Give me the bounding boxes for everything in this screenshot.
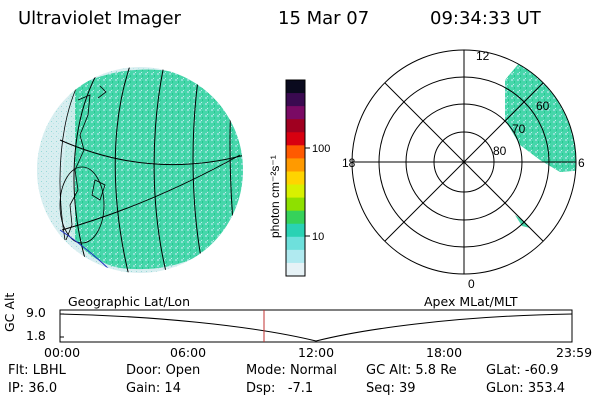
colorbar-tick-10: 10 [312, 231, 324, 243]
mlt-label-18: 18 [342, 156, 356, 170]
mlt-label-6: 6 [578, 156, 585, 170]
xtick-12: 12:00 [298, 345, 335, 360]
colorbar-step [286, 145, 305, 159]
mlt-label-12: 12 [476, 49, 490, 63]
colorbar-step [286, 171, 305, 186]
mlat-label-80: 80 [493, 144, 507, 158]
colorbar-step [286, 236, 305, 251]
altitude-ytick-9: 9.0 [26, 305, 46, 320]
altitude-plot [59, 309, 573, 343]
polar-grid [351, 49, 577, 275]
door-field: Door: Open [126, 363, 201, 378]
altitude-curve [59, 313, 573, 342]
ip-field: IP: 36.0 [8, 381, 58, 396]
gain-field: Gain: 14 [126, 381, 181, 396]
time-label: 09:34:33 UT [430, 8, 541, 29]
glon-field: GLon: 353.4 [486, 381, 566, 396]
xtick-18: 18:00 [426, 345, 463, 360]
altitude-ylabel: GC Alt [2, 292, 17, 332]
colorbar-frame [285, 79, 306, 277]
colorbar-step [286, 197, 305, 212]
flt-field: Flt: LBHL [8, 363, 66, 378]
xtick-00: 00:00 [44, 345, 81, 360]
mlat-label-70: 70 [512, 122, 526, 136]
xtick-2359: 23:59 [556, 345, 593, 360]
colorbar-step [286, 80, 305, 94]
geographic-caption: Geographic Lat/Lon [68, 294, 190, 309]
mode-field: Mode: Normal [246, 363, 337, 378]
colorbar-step [286, 106, 305, 120]
colorbar-step [286, 132, 305, 146]
colorbar-step [286, 119, 305, 133]
colorbar-unit: photon cm⁻²s⁻¹ [268, 155, 282, 238]
xtick-06: 06:00 [170, 345, 207, 360]
colorbar-step [286, 223, 305, 238]
aurora-emission [60, 69, 243, 270]
instrument-title: Ultraviolet Imager [18, 8, 181, 29]
mlt-label-0: 0 [468, 277, 475, 291]
colorbar-step [286, 93, 305, 107]
colorbar-step [286, 184, 305, 199]
date-label: 15 Mar 07 [278, 8, 370, 29]
apex-caption: Apex MLat/MLT [424, 294, 518, 309]
mlat-label-60: 60 [536, 99, 550, 113]
colorbar-step [286, 249, 305, 264]
geographic-map [37, 67, 243, 273]
colorbar-step [286, 158, 305, 172]
altitude-ytick-1-8: 1.8 [26, 328, 46, 343]
dsp-field: Dsp: -7.1 [246, 381, 314, 396]
seq-field: Seq: 39 [366, 381, 416, 396]
polar-plot: 12 18 6 0 60 70 80 [342, 49, 585, 291]
colorbar-step [286, 210, 305, 225]
gcalt-field: GC Alt: 5.8 Re [366, 363, 457, 378]
color-bar [285, 79, 306, 277]
colorbar-tick-100: 100 [312, 143, 330, 155]
coastline [59, 85, 107, 244]
colorbar-step [286, 262, 305, 277]
glat-field: GLat: -60.9 [486, 363, 559, 378]
